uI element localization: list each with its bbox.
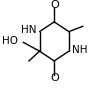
Text: HN: HN (21, 25, 37, 35)
Text: O: O (50, 73, 59, 83)
Text: O: O (50, 0, 59, 10)
Text: HO: HO (2, 36, 18, 46)
Text: NH: NH (72, 45, 88, 55)
